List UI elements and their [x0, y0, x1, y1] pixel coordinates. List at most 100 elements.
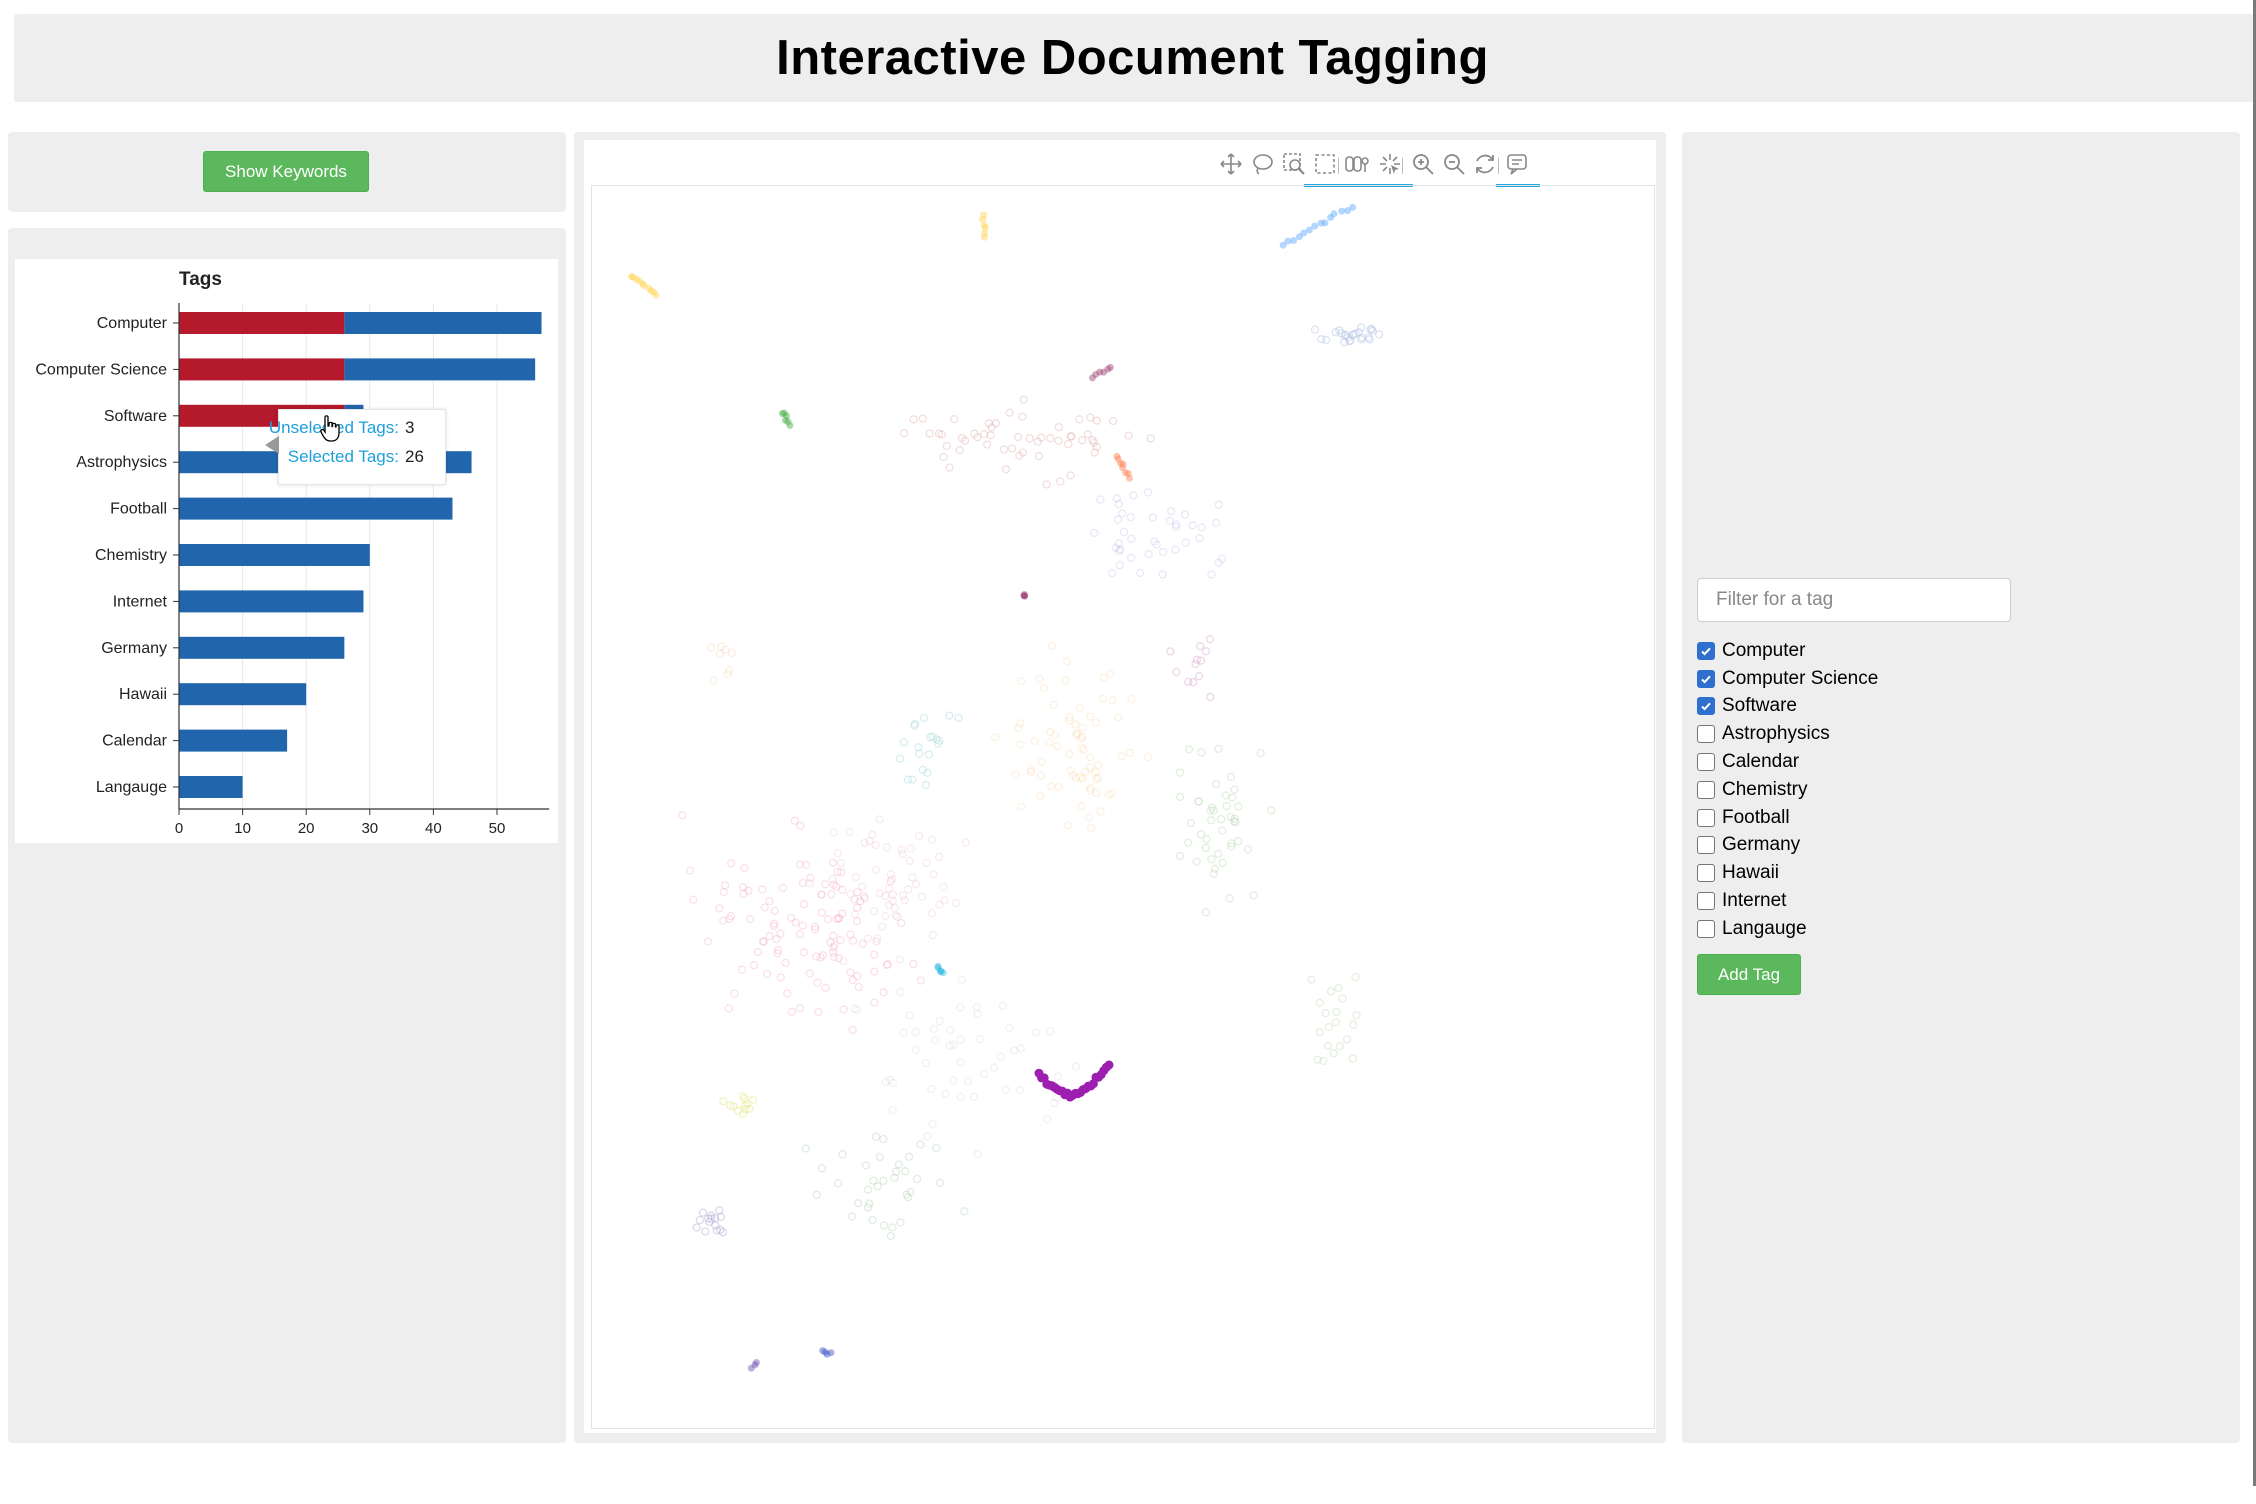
document-point[interactable] — [1357, 323, 1366, 332]
document-point[interactable] — [869, 1176, 878, 1185]
document-point[interactable] — [991, 733, 1000, 742]
document-point[interactable] — [981, 224, 989, 232]
document-point[interactable] — [759, 937, 769, 946]
document-point[interactable] — [879, 1134, 888, 1144]
document-point[interactable] — [888, 1223, 897, 1232]
document-point[interactable] — [935, 900, 944, 909]
document-point[interactable] — [848, 975, 857, 985]
document-point[interactable] — [846, 968, 855, 977]
document-point[interactable] — [1165, 516, 1174, 525]
document-point[interactable] — [1342, 1035, 1352, 1044]
document-point[interactable] — [899, 429, 909, 438]
document-point[interactable] — [1112, 494, 1121, 503]
document-point[interactable] — [701, 1227, 710, 1236]
document-point[interactable] — [1227, 842, 1236, 851]
document-point[interactable] — [1206, 692, 1215, 702]
document-point[interactable] — [863, 1185, 873, 1194]
document-point[interactable] — [1214, 849, 1223, 859]
document-point[interactable] — [717, 642, 726, 651]
document-point[interactable] — [801, 1144, 810, 1153]
document-point[interactable] — [1218, 858, 1227, 868]
document-point[interactable] — [899, 738, 909, 747]
document-point[interactable] — [1086, 786, 1095, 795]
document-point[interactable] — [886, 870, 895, 879]
document-point[interactable] — [850, 910, 859, 919]
document-point[interactable] — [740, 1101, 750, 1110]
document-point[interactable] — [819, 1347, 827, 1355]
document-point[interactable] — [1143, 488, 1153, 497]
document-point[interactable] — [726, 912, 736, 921]
document-point[interactable] — [639, 280, 646, 288]
document-point[interactable] — [781, 416, 789, 424]
document-point[interactable] — [934, 964, 942, 972]
document-point[interactable] — [1197, 748, 1206, 757]
document-point[interactable] — [1094, 760, 1103, 770]
document-point[interactable] — [885, 900, 894, 910]
document-point[interactable] — [1267, 806, 1276, 815]
document-point[interactable] — [1290, 237, 1298, 244]
document-point[interactable] — [927, 1084, 936, 1094]
document-point[interactable] — [1086, 783, 1095, 793]
document-point[interactable] — [1119, 464, 1127, 472]
document-point[interactable] — [911, 879, 921, 889]
document-point[interactable] — [858, 939, 867, 949]
document-point[interactable] — [875, 889, 884, 898]
tag-option-internet[interactable]: Internet — [1697, 887, 1878, 915]
document-point[interactable] — [748, 1095, 758, 1104]
document-point[interactable] — [1034, 452, 1044, 461]
document-point[interactable] — [1208, 803, 1217, 812]
document-point[interactable] — [877, 922, 887, 931]
document-point[interactable] — [833, 848, 843, 858]
document-point[interactable] — [805, 878, 814, 888]
document-point[interactable] — [891, 911, 900, 920]
document-point[interactable] — [1054, 436, 1063, 445]
document-point[interactable] — [1317, 219, 1325, 227]
tag-option-chemistry[interactable]: Chemistry — [1697, 776, 1878, 804]
document-point[interactable] — [937, 968, 944, 976]
document-point[interactable] — [1326, 987, 1336, 996]
document-point[interactable] — [721, 645, 730, 655]
document-point[interactable] — [806, 873, 815, 882]
document-point[interactable] — [829, 880, 838, 889]
document-point[interactable] — [1020, 591, 1028, 598]
tag-checkbox[interactable] — [1697, 753, 1715, 772]
document-point[interactable] — [712, 1226, 722, 1235]
document-point[interactable] — [838, 885, 847, 894]
document-point[interactable] — [810, 922, 820, 931]
document-point[interactable] — [752, 1359, 760, 1366]
document-point[interactable] — [1086, 413, 1095, 422]
document-point[interactable] — [853, 903, 862, 912]
poly-select-button[interactable] — [1336, 146, 1380, 187]
tag-checkbox[interactable] — [1697, 697, 1715, 716]
document-point[interactable] — [939, 969, 947, 977]
document-point[interactable] — [929, 1024, 939, 1034]
document-point[interactable] — [1092, 442, 1101, 451]
document-point[interactable] — [980, 221, 988, 229]
tag-checkbox[interactable] — [1697, 808, 1715, 827]
document-point[interactable] — [805, 969, 814, 978]
document-point[interactable] — [1042, 480, 1051, 489]
document-point[interactable] — [882, 843, 892, 852]
bar-computer-unselected[interactable] — [344, 312, 542, 334]
document-point[interactable] — [1205, 634, 1215, 644]
document-point[interactable] — [703, 937, 713, 946]
document-point[interactable] — [1077, 743, 1086, 752]
document-point[interactable] — [1065, 712, 1074, 722]
document-point[interactable] — [1011, 770, 1020, 779]
document-point[interactable] — [640, 282, 648, 290]
document-point[interactable] — [1338, 994, 1347, 1003]
document-point[interactable] — [1158, 570, 1167, 579]
document-point[interactable] — [987, 423, 996, 432]
document-point[interactable] — [956, 1035, 965, 1044]
document-point[interactable] — [1351, 973, 1360, 982]
document-point[interactable] — [1305, 226, 1313, 234]
document-point[interactable] — [896, 987, 905, 997]
document-point[interactable] — [900, 896, 909, 905]
document-point[interactable] — [1214, 500, 1223, 509]
tag-checkbox[interactable] — [1697, 780, 1715, 799]
document-point[interactable] — [950, 414, 959, 424]
document-point[interactable] — [1046, 728, 1055, 737]
document-point[interactable] — [1206, 806, 1215, 815]
document-point[interactable] — [1207, 854, 1216, 864]
document-point[interactable] — [1005, 408, 1014, 417]
